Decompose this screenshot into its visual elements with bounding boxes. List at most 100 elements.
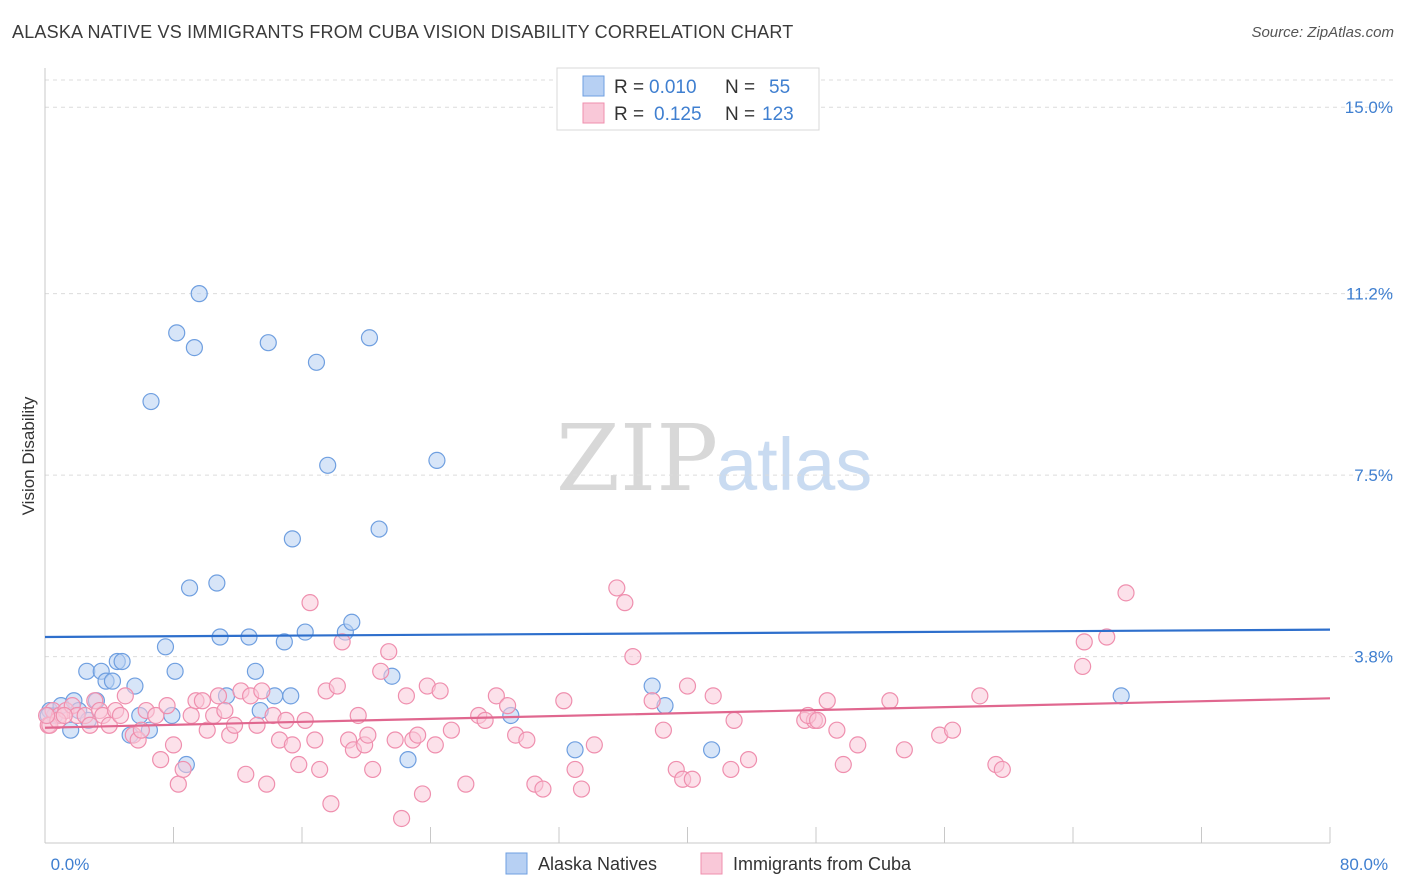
watermark-atlas: atlas: [716, 423, 872, 506]
point-alaska-natives: [180, 579, 199, 597]
stats-swatch-cuba: [582, 102, 605, 124]
point-alaska-natives: [259, 334, 277, 352]
point-immigrants-cuba: [993, 760, 1011, 779]
point-immigrants-cuba: [818, 692, 836, 710]
point-alaska-natives: [246, 662, 265, 680]
point-immigrants-cuba: [476, 711, 494, 729]
point-alaska-natives: [319, 456, 337, 474]
legend-label-alaska: Alaska Natives: [538, 854, 657, 874]
point-alaska-natives: [370, 520, 388, 538]
point-immigrants-cuba: [209, 687, 228, 705]
point-alaska-natives: [399, 751, 417, 769]
point-immigrants-cuba: [277, 711, 295, 729]
y-tick-label: 11.2%: [1346, 285, 1393, 304]
stats-swatch-alaska: [582, 75, 605, 97]
point-alaska-natives: [702, 741, 721, 759]
point-alaska-natives: [1112, 687, 1130, 705]
point-immigrants-cuba: [258, 775, 276, 793]
point-immigrants-cuba: [624, 648, 642, 666]
stats-n-value-cuba: 123: [762, 104, 794, 125]
point-immigrants-cuba: [1075, 633, 1093, 651]
point-immigrants-cuba: [248, 716, 266, 734]
point-immigrants-cuba: [296, 711, 314, 729]
y-axis-label: Vision Disability: [19, 396, 38, 515]
x-tick-label-min: 0.0%: [51, 855, 90, 874]
stats-r-value-alaska: 0.010: [649, 77, 697, 98]
point-immigrants-cuba: [722, 760, 740, 779]
trend-line-immigrants-cuba: [44, 697, 1331, 729]
point-immigrants-cuba: [585, 736, 603, 754]
point-immigrants-cuba: [169, 775, 187, 793]
point-immigrants-cuba: [253, 682, 271, 700]
point-immigrants-cuba: [386, 731, 404, 749]
point-immigrants-cuba: [608, 579, 626, 597]
point-immigrants-cuba: [333, 633, 351, 651]
watermark-zip: ZIP: [556, 405, 718, 512]
point-immigrants-cuba: [328, 677, 346, 695]
point-immigrants-cuba: [534, 780, 552, 798]
point-alaska-natives: [240, 628, 258, 646]
legend: Alaska Natives Immigrants from Cuba: [505, 852, 912, 875]
point-immigrants-cuba: [555, 692, 573, 710]
point-immigrants-cuba: [81, 716, 99, 734]
point-alaska-natives: [282, 687, 300, 705]
stats-r-value-cuba: 0.125: [654, 104, 702, 125]
point-immigrants-cuba: [828, 721, 846, 739]
point-immigrants-cuba: [1117, 584, 1135, 602]
point-immigrants-cuba: [499, 697, 517, 715]
point-immigrants-cuba: [881, 692, 899, 710]
point-immigrants-cuba: [164, 736, 183, 754]
point-immigrants-cuba: [704, 687, 722, 705]
point-immigrants-cuba: [971, 687, 989, 705]
trend-lines: [44, 628, 1331, 729]
point-immigrants-cuba: [397, 687, 416, 705]
y-tick-label: 7.5%: [1354, 466, 1393, 485]
legend-label-cuba: Immigrants from Cuba: [733, 854, 912, 874]
point-alaska-natives: [307, 353, 326, 371]
point-immigrants-cuba: [849, 736, 867, 754]
stats-r-label-alaska: R =: [614, 77, 644, 98]
point-immigrants-cuba: [654, 721, 673, 739]
point-immigrants-cuba: [55, 706, 73, 725]
point-alaska-natives: [360, 329, 379, 347]
point-immigrants-cuba: [457, 775, 475, 793]
point-immigrants-cuba: [739, 751, 758, 769]
point-immigrants-cuba: [725, 711, 743, 729]
point-alaska-natives: [296, 623, 314, 641]
point-immigrants-cuba: [413, 785, 432, 803]
point-immigrants-cuba: [392, 809, 411, 828]
stats-r-label-cuba: R =: [614, 104, 644, 125]
point-immigrants-cuba: [643, 692, 661, 710]
point-immigrants-cuba: [216, 701, 234, 720]
point-immigrants-cuba: [111, 706, 130, 725]
point-alaska-natives: [643, 677, 661, 695]
scatter-points: [38, 285, 1135, 828]
point-immigrants-cuba: [372, 662, 390, 680]
point-alaska-natives: [113, 652, 131, 671]
point-immigrants-cuba: [572, 780, 591, 798]
point-immigrants-cuba: [38, 706, 56, 725]
chart-title: ALASKA NATIVE VS IMMIGRANTS FROM CUBA VI…: [12, 22, 794, 42]
point-alaska-natives: [78, 662, 96, 680]
x-axis-ticks: [44, 827, 1331, 843]
point-alaska-natives: [283, 530, 301, 548]
point-immigrants-cuba: [237, 765, 255, 783]
point-immigrants-cuba: [834, 755, 852, 774]
point-immigrants-cuba: [364, 760, 382, 779]
point-immigrants-cuba: [225, 716, 244, 734]
point-immigrants-cuba: [116, 687, 134, 705]
y-tick-label: 3.8%: [1354, 648, 1393, 667]
y-tick-label: 15.0%: [1345, 98, 1393, 117]
y-axis-tick-labels: 3.8% 7.5% 11.2% 15.0%: [1345, 98, 1393, 666]
point-immigrants-cuba: [487, 687, 505, 705]
point-immigrants-cuba: [182, 706, 200, 725]
point-alaska-natives: [185, 338, 203, 357]
point-immigrants-cuba: [809, 711, 827, 729]
point-alaska-natives: [190, 285, 208, 303]
point-alaska-natives: [142, 392, 160, 411]
gridlines: [45, 79, 1394, 658]
point-immigrants-cuba: [322, 795, 340, 813]
point-immigrants-cuba: [311, 760, 329, 779]
point-immigrants-cuba: [147, 706, 165, 725]
